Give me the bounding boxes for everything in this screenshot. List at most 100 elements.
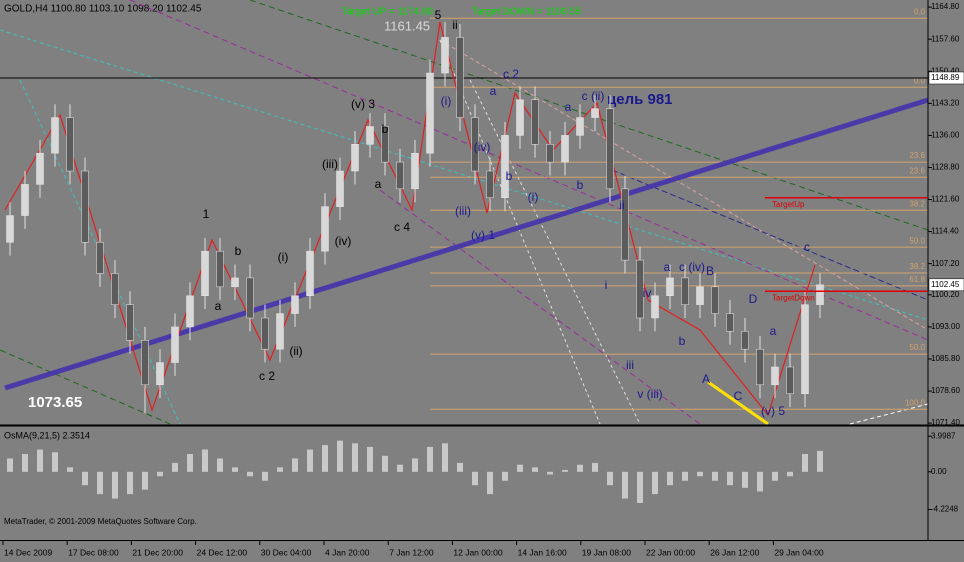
candle-body bbox=[711, 286, 719, 314]
wave-label: 5 bbox=[435, 8, 442, 22]
x-tick-label: 24 Dec 12:00 bbox=[197, 547, 248, 557]
axis-background bbox=[929, 0, 964, 540]
wave-label: iii bbox=[626, 358, 634, 372]
y-tick-label: 1107.20 bbox=[931, 259, 960, 268]
osma-bar bbox=[277, 467, 283, 472]
candle-body bbox=[621, 188, 629, 261]
candle-body bbox=[771, 366, 779, 386]
y-tick-label: 1085.80 bbox=[931, 354, 960, 363]
channel-line bbox=[129, 0, 929, 341]
candle-body bbox=[21, 184, 29, 216]
x-tick-label: 26 Jan 12:00 bbox=[710, 547, 759, 557]
osma-bar bbox=[532, 467, 538, 472]
candle-body bbox=[186, 295, 194, 328]
candle-body bbox=[261, 317, 269, 350]
candle-body bbox=[411, 152, 419, 190]
candle-body bbox=[651, 295, 659, 319]
trend-line bbox=[4, 97, 929, 391]
wave-label: a bbox=[565, 100, 572, 114]
osma-bar bbox=[67, 467, 73, 472]
wave-label: (iii) bbox=[455, 204, 471, 218]
osma-bar bbox=[37, 449, 43, 472]
x-tick-label: 19 Jan 08:00 bbox=[582, 547, 631, 557]
candle-body bbox=[441, 37, 449, 74]
osma-bar bbox=[622, 471, 628, 499]
osma-bar bbox=[802, 454, 808, 472]
candle-body bbox=[6, 215, 14, 243]
osma-bar bbox=[607, 471, 613, 486]
candle-body bbox=[501, 135, 509, 198]
wave-label: v (iii) bbox=[637, 387, 662, 401]
wave-label: (iv) bbox=[335, 234, 352, 248]
x-tick-label: 30 Dec 04:00 bbox=[261, 547, 312, 557]
y-tick-label: -4.2248 bbox=[931, 505, 959, 514]
osma-bar bbox=[667, 471, 673, 486]
y-tick-label: 1100.20 bbox=[931, 290, 960, 299]
x-tick-label: 17 Dec 08:00 bbox=[68, 547, 119, 557]
wave-label: 1 bbox=[203, 207, 210, 221]
y-tick-label: 1093.00 bbox=[931, 322, 960, 331]
candle-body bbox=[486, 170, 494, 198]
osma-bar bbox=[7, 458, 13, 472]
target-down-note: Target DOWN = 1100.55 bbox=[472, 7, 581, 18]
x-tick-label: 21 Dec 20:00 bbox=[132, 547, 183, 557]
candle-body bbox=[681, 277, 689, 305]
osma-bar bbox=[397, 464, 403, 472]
channel-line bbox=[611, 169, 929, 301]
wave-label: a bbox=[375, 177, 382, 191]
candle-body bbox=[786, 366, 794, 394]
wave-label: C bbox=[734, 389, 743, 403]
osma-bar bbox=[187, 454, 193, 472]
price-box bbox=[928, 71, 964, 85]
wave-label: c 2 bbox=[503, 67, 519, 81]
fib-label: 100.0 bbox=[905, 398, 926, 407]
candle-body bbox=[321, 206, 329, 252]
candle-body bbox=[141, 340, 149, 386]
wave-label: (v) 5 bbox=[761, 404, 785, 418]
x-tick-label: 4 Jan 20:00 bbox=[325, 547, 370, 557]
osma-bar bbox=[112, 471, 118, 499]
wave-label: a bbox=[490, 84, 497, 98]
target-up-note: Target UP = 1174.80 bbox=[342, 7, 434, 18]
osma-bar bbox=[712, 471, 718, 481]
osma-bar bbox=[502, 471, 508, 481]
candle-body bbox=[591, 108, 599, 118]
low-note: 1073.65 bbox=[28, 394, 82, 411]
wave-label: ii bbox=[452, 18, 457, 32]
osma-bar bbox=[292, 458, 298, 472]
osma-bar bbox=[442, 443, 448, 472]
wave-label: A bbox=[702, 372, 710, 386]
candle-body bbox=[636, 259, 644, 319]
candle-body bbox=[366, 126, 374, 145]
fib-label: 38.2 bbox=[909, 199, 925, 208]
wave-label: b bbox=[506, 169, 513, 183]
fib-label: 23.6 bbox=[909, 151, 925, 160]
wave-label: (i) bbox=[441, 94, 452, 108]
x-tick-label: 14 Dec 2009 bbox=[4, 547, 52, 557]
candle-body bbox=[801, 304, 809, 394]
osma-bar bbox=[352, 443, 358, 472]
wave-label: ii bbox=[619, 198, 624, 212]
wave-label: (ii) bbox=[289, 344, 302, 358]
candle-body bbox=[696, 286, 704, 305]
candle-body bbox=[756, 348, 764, 386]
y-tick-label: 3.9987 bbox=[931, 431, 956, 440]
osma-bar bbox=[742, 471, 748, 488]
fib-label: 50.0 bbox=[909, 343, 925, 352]
candle-body bbox=[231, 277, 239, 288]
y-tick-label: 1078.60 bbox=[931, 386, 960, 395]
osma-bar bbox=[412, 458, 418, 472]
candle-body bbox=[726, 313, 734, 332]
wave-label: i bbox=[605, 278, 608, 292]
price-label: 1102.45 bbox=[931, 280, 960, 289]
wave-label: a bbox=[770, 324, 777, 338]
wave-label: iv bbox=[643, 286, 652, 300]
channel-line bbox=[0, 349, 171, 425]
candle-body bbox=[156, 362, 164, 386]
osma-bar bbox=[652, 471, 658, 495]
osma-bar bbox=[562, 470, 568, 472]
candle-body bbox=[81, 170, 89, 243]
wave-label: (v) 1 bbox=[471, 228, 495, 242]
osma-bar bbox=[307, 449, 313, 472]
